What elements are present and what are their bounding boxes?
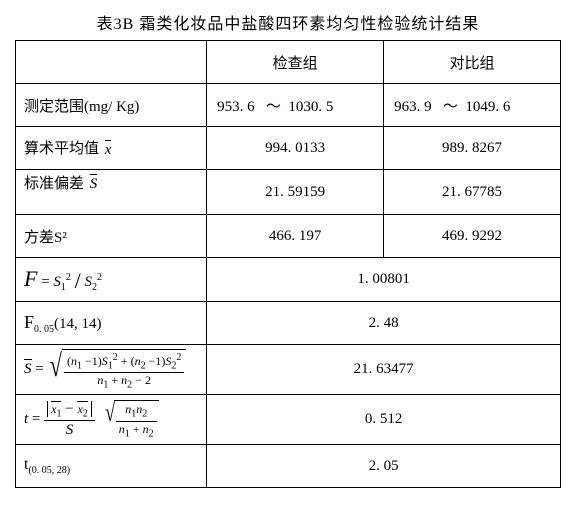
row-t: t = x1 − x2 S √ n1n2 n1 + n2 0. 512: [16, 395, 561, 445]
f-value: 1. 00801: [207, 258, 561, 302]
f-label: F = S12 / S22: [16, 258, 207, 302]
mean-compare: 989. 8267: [384, 127, 561, 170]
row-tcrit: t(0. 05, 28) 2. 05: [16, 445, 561, 488]
var-label: 方差S²: [16, 215, 207, 258]
header-blank: [16, 41, 207, 84]
spool-value: 21. 63477: [207, 345, 561, 395]
range-compare: 963. 9 ～ 1049. 6: [384, 84, 561, 127]
header-check: 检查组: [207, 41, 384, 84]
header-compare: 对比组: [384, 41, 561, 84]
row-range: 测定范围(mg/ Kg) 953. 6 ～ 1030. 5 963. 9 ～ 1…: [16, 84, 561, 127]
row-var: 方差S² 466. 197 469. 9292: [16, 215, 561, 258]
spool-label: S = √ (n1 −1)S12 + (n2 −1)S22 n1 + n2 − …: [16, 345, 207, 395]
row-sd: 标准偏差 S 21. 59159 21. 67785: [16, 170, 561, 215]
stats-table: 检查组 对比组 测定范围(mg/ Kg) 953. 6 ～ 1030. 5 96…: [15, 40, 561, 488]
tcrit-label: t(0. 05, 28): [16, 445, 207, 488]
mean-label: 算术平均值 x: [16, 127, 207, 170]
sd-label: 标准偏差 S: [16, 170, 207, 215]
table-title: 表3B 霜类化妆品中盐酸四环素均匀性检验统计结果: [10, 10, 566, 34]
t-value: 0. 512: [207, 395, 561, 445]
fcrit-value: 2. 48: [207, 302, 561, 345]
t-label: t = x1 − x2 S √ n1n2 n1 + n2: [16, 395, 207, 445]
row-fcrit: F0. 05(14, 14) 2. 48: [16, 302, 561, 345]
row-spool: S = √ (n1 −1)S12 + (n2 −1)S22 n1 + n2 − …: [16, 345, 561, 395]
range-label: 测定范围(mg/ Kg): [16, 84, 207, 127]
var-compare: 469. 9292: [384, 215, 561, 258]
sd-check: 21. 59159: [207, 170, 384, 215]
header-row: 检查组 对比组: [16, 41, 561, 84]
fcrit-label: F0. 05(14, 14): [16, 302, 207, 345]
var-check: 466. 197: [207, 215, 384, 258]
mean-check: 994. 0133: [207, 127, 384, 170]
row-f: F = S12 / S22 1. 00801: [16, 258, 561, 302]
sd-compare: 21. 67785: [384, 170, 561, 215]
tcrit-value: 2. 05: [207, 445, 561, 488]
range-check: 953. 6 ～ 1030. 5: [207, 84, 384, 127]
row-mean: 算术平均值 x 994. 0133 989. 8267: [16, 127, 561, 170]
